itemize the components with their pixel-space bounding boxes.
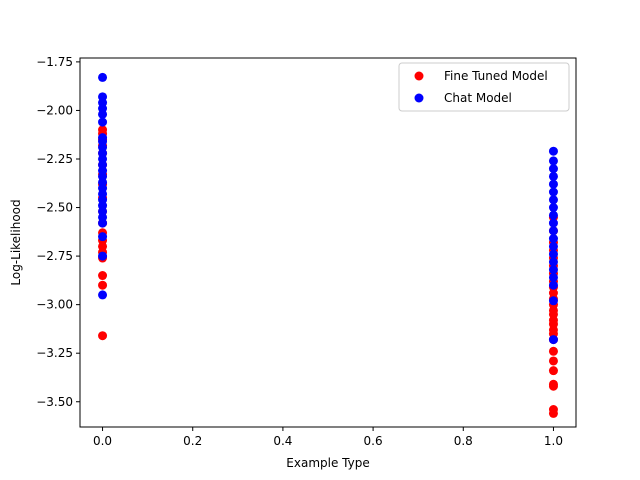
data-point-fine-tuned [548, 346, 558, 356]
data-point-chat [548, 218, 558, 228]
data-point-chat [548, 335, 558, 345]
data-point-chat [548, 226, 558, 236]
y-tick-label: −2.25 [36, 152, 73, 166]
x-tick-label: 0.8 [454, 434, 473, 448]
data-point-chat [98, 251, 108, 261]
data-point-chat [548, 156, 558, 166]
data-point-chat [98, 117, 108, 127]
data-point-chat [548, 187, 558, 197]
plot-background [80, 58, 576, 427]
x-tick-label: 1.0 [544, 434, 563, 448]
y-tick-label: −3.50 [36, 395, 73, 409]
data-point-chat [548, 257, 558, 267]
y-tick-label: −3.00 [36, 298, 73, 312]
data-point-chat [548, 280, 558, 290]
data-point-chat [548, 272, 558, 282]
y-tick-label: −2.00 [36, 103, 73, 117]
legend-marker [414, 71, 424, 81]
x-tick-label: 0.2 [183, 434, 202, 448]
data-point-chat [548, 234, 558, 244]
data-point-fine-tuned [98, 280, 108, 290]
data-point-chat [98, 72, 108, 82]
x-axis: 0.0 0.2 0.4 0.6 0.8 1.0 [93, 427, 563, 448]
data-point-chat [98, 290, 108, 300]
data-point-chat [548, 241, 558, 251]
legend-marker [414, 93, 424, 103]
data-point-chat [548, 164, 558, 174]
y-tick-label: −2.75 [36, 249, 73, 263]
data-point-fine-tuned [548, 408, 558, 418]
data-point-chat [548, 249, 558, 259]
y-tick-label: −2.50 [36, 201, 73, 215]
x-tick-label: 0.6 [364, 434, 383, 448]
y-axis: −1.75 −2.00 −2.25 −2.50 −2.75 −3.00 −3.25 −3.50 [36, 55, 80, 409]
legend-label: Chat Model [444, 91, 512, 105]
data-point-chat [548, 203, 558, 213]
data-point-fine-tuned [98, 271, 108, 281]
data-point-fine-tuned [98, 331, 108, 341]
data-points [98, 72, 558, 418]
data-point-chat [548, 195, 558, 205]
data-point-chat [548, 179, 558, 189]
data-point-chat [548, 171, 558, 181]
data-point-chat [548, 296, 558, 306]
y-axis-label: Log-Likelihood [9, 199, 23, 285]
data-point-fine-tuned [548, 356, 558, 366]
data-point-chat [548, 265, 558, 275]
x-tick-label: 0.4 [273, 434, 292, 448]
data-point-chat [548, 210, 558, 220]
y-tick-label: −3.25 [36, 346, 73, 360]
plot-frame [79, 57, 577, 428]
legend-label: Fine Tuned Model [444, 69, 548, 83]
x-tick-label: 0.0 [93, 434, 112, 448]
data-point-fine-tuned [548, 366, 558, 376]
data-point-chat [548, 146, 558, 156]
data-point-chat [98, 232, 108, 242]
data-point-chat [98, 218, 108, 228]
legend: Fine Tuned Model Chat Model [398, 62, 570, 112]
legend-frame [398, 62, 570, 112]
data-point-fine-tuned [548, 381, 558, 391]
x-axis-label: Example Type [286, 456, 369, 470]
y-tick-label: −1.75 [36, 55, 73, 69]
data-point-chat [98, 109, 108, 119]
